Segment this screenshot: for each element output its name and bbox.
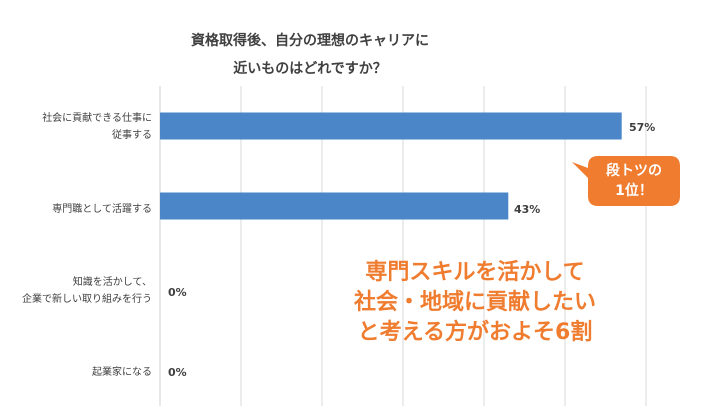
category-label-4: 起業家になる xyxy=(4,364,152,381)
chart-title-line-1: 資格取得後、自分の理想のキャリアに xyxy=(191,33,429,49)
category-label-3: 知識を活かして、 企業で新しい取り組みを行う xyxy=(4,274,152,308)
value-label-4: 0% xyxy=(168,366,187,379)
category-label-3-line-1: 知識を活かして、 xyxy=(72,277,152,288)
category-label-2: 専門職として活躍する xyxy=(4,201,152,218)
category-label-3-line-2: 企業で新しい取り組みを行う xyxy=(22,294,152,305)
annotation-text: 専門スキルを活かして 社会・地域に貢献したい と考える方がおよそ6割 xyxy=(310,258,640,348)
bars xyxy=(160,112,622,220)
value-label-2: 43% xyxy=(514,203,541,216)
category-label-1-line-2: 従事する xyxy=(112,130,152,141)
bar-2 xyxy=(160,192,509,220)
callout-line-2: 1位！ xyxy=(615,183,653,199)
annotation-line-3: と考える方がおよそ6割 xyxy=(357,320,593,345)
category-label-1: 社会に貢献できる仕事に 従事する xyxy=(4,110,152,144)
bar-1 xyxy=(160,112,622,140)
annotation-line-2: 社会・地域に貢献したい xyxy=(353,290,596,315)
chart-title-line-2: 近いものはどれですか？ xyxy=(233,61,387,77)
callout-text: 段トツの 1位！ xyxy=(592,161,676,201)
category-label-1-line-1: 社会に貢献できる仕事に xyxy=(42,113,152,124)
category-label-4-line-1: 起業家になる xyxy=(92,367,152,378)
callout-line-1: 段トツの xyxy=(606,163,662,179)
category-label-2-line-1: 専門職として活躍する xyxy=(52,204,152,215)
value-label-1: 57% xyxy=(629,121,656,134)
callout-bubble xyxy=(572,156,680,206)
value-label-3: 0% xyxy=(168,286,187,299)
annotation-line-1: 専門スキルを活かして xyxy=(365,260,585,285)
